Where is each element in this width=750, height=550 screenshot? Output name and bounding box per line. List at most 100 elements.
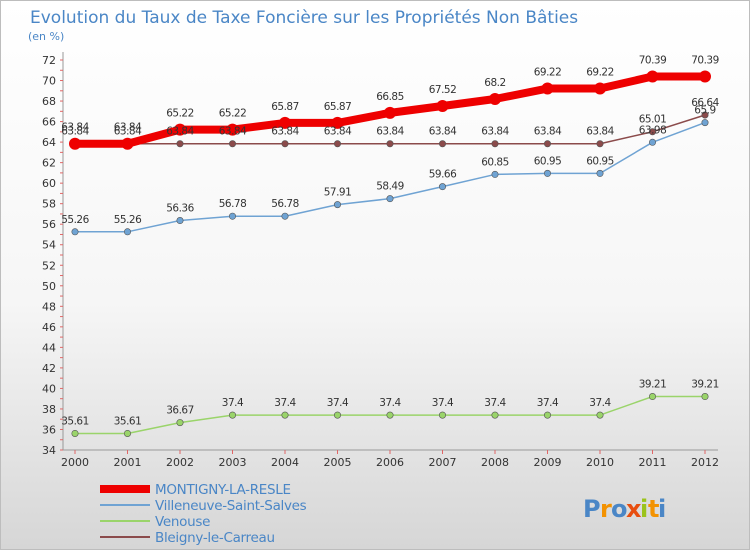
- data-point: [436, 99, 449, 112]
- data-label: 65.87: [324, 101, 352, 113]
- data-point: [594, 82, 606, 95]
- data-point: [279, 116, 291, 129]
- data-point: [281, 140, 289, 148]
- data-point: [281, 212, 289, 220]
- data-point: [648, 138, 656, 146]
- data-label: 66.85: [376, 91, 404, 103]
- data-point: [491, 140, 499, 148]
- data-label: 55.26: [61, 214, 89, 226]
- data-label: 67.52: [429, 84, 457, 96]
- y-tick-label: 60: [42, 177, 56, 190]
- x-tick-label: 2000: [61, 456, 89, 469]
- data-point: [124, 429, 132, 437]
- data-label: 65.9: [694, 105, 715, 117]
- data-point: [121, 137, 134, 150]
- data-label: 66.64: [691, 97, 719, 109]
- data-label: 35.61: [61, 415, 89, 427]
- data-label: 56.78: [271, 198, 299, 210]
- data-label: 35.61: [114, 415, 142, 427]
- data-label: 70.39: [639, 55, 667, 67]
- logo-letter: x: [626, 495, 642, 523]
- data-label: 68.2: [484, 77, 505, 89]
- x-tick-label: 2010: [586, 456, 614, 469]
- data-point: [648, 393, 656, 401]
- y-tick-label: 38: [42, 403, 56, 416]
- data-label: 69.22: [534, 67, 562, 79]
- series-montigny-la-resle: [69, 70, 711, 150]
- data-point: [541, 82, 554, 95]
- data-point: [226, 123, 239, 136]
- data-point: [701, 111, 709, 119]
- data-label: 63.84: [61, 122, 89, 134]
- data-point: [124, 228, 132, 236]
- data-point: [333, 140, 341, 148]
- data-label: 37.4: [274, 397, 296, 409]
- data-point: [229, 212, 237, 220]
- data-label: 37.4: [589, 397, 611, 409]
- data-point: [489, 93, 501, 105]
- data-label: 63.84: [376, 126, 404, 138]
- x-tick-label: 2007: [429, 456, 457, 469]
- y-tick-label: 56: [42, 218, 56, 231]
- legend-entry: Bleigny-le-Carreau: [155, 530, 275, 546]
- data-label: 39.21: [639, 379, 667, 391]
- y-tick-label: 54: [42, 239, 56, 252]
- data-label: 63.84: [166, 126, 194, 138]
- y-tick-label: 36: [42, 423, 56, 436]
- y-tick-label: 66: [42, 116, 56, 129]
- x-tick-label: 2012: [691, 456, 719, 469]
- y-tick-label: 52: [42, 259, 56, 272]
- data-label: 37.4: [379, 397, 401, 409]
- data-point: [701, 119, 709, 127]
- y-tick-label: 68: [42, 95, 56, 108]
- data-point: [386, 411, 394, 419]
- x-tick-label: 2008: [481, 456, 509, 469]
- data-point: [384, 106, 396, 119]
- x-tick-label: 2002: [166, 456, 194, 469]
- data-point: [543, 169, 551, 177]
- data-label: 57.91: [324, 187, 352, 199]
- data-label: 63.84: [271, 126, 299, 138]
- data-label: 63.84: [219, 126, 247, 138]
- data-point: [438, 140, 446, 148]
- data-label: 36.67: [166, 405, 194, 417]
- data-label: 70.39: [691, 55, 719, 67]
- data-label: 63.84: [114, 126, 142, 138]
- x-tick-label: 2011: [639, 456, 667, 469]
- data-label: 63.84: [324, 126, 352, 138]
- data-point: [596, 411, 604, 419]
- data-label: 56.78: [219, 198, 247, 210]
- legend-entry: Villeneuve-Saint-Salves: [155, 498, 307, 514]
- data-label: 59.66: [429, 169, 457, 181]
- data-point: [229, 140, 237, 148]
- series-villeneuve-saint-salves: [71, 119, 709, 236]
- data-point: [386, 140, 394, 148]
- legend-entry: MONTIGNY-LA-RESLE: [155, 482, 291, 498]
- data-label: 63.84: [61, 126, 89, 138]
- data-point: [491, 170, 499, 178]
- data-label: 63.84: [429, 126, 457, 138]
- y-tick-label: 34: [42, 444, 56, 457]
- y-tick-label: 46: [42, 321, 56, 334]
- y-tick-label: 42: [42, 362, 56, 375]
- data-point: [176, 419, 184, 427]
- logo-letter: t: [648, 495, 660, 523]
- data-label: 60.85: [481, 156, 509, 168]
- data-point: [438, 183, 446, 191]
- series-layer: [69, 70, 711, 437]
- unit-label: (en %): [28, 30, 64, 43]
- data-point: [229, 411, 237, 419]
- series-venouse: [71, 393, 709, 437]
- data-point: [646, 70, 659, 83]
- logo-letter: o: [611, 495, 628, 523]
- series-line: [74, 121, 706, 233]
- data-point: [174, 123, 186, 136]
- y-tick-label: 50: [42, 280, 56, 293]
- data-point: [491, 411, 499, 419]
- data-label: 58.49: [376, 181, 404, 193]
- y-tick-label: 48: [42, 300, 56, 313]
- axes: 34 36 38 40 42 44 46 48 50 52 54 56 58 60 62 64 66 68 70 72…: [42, 52, 719, 469]
